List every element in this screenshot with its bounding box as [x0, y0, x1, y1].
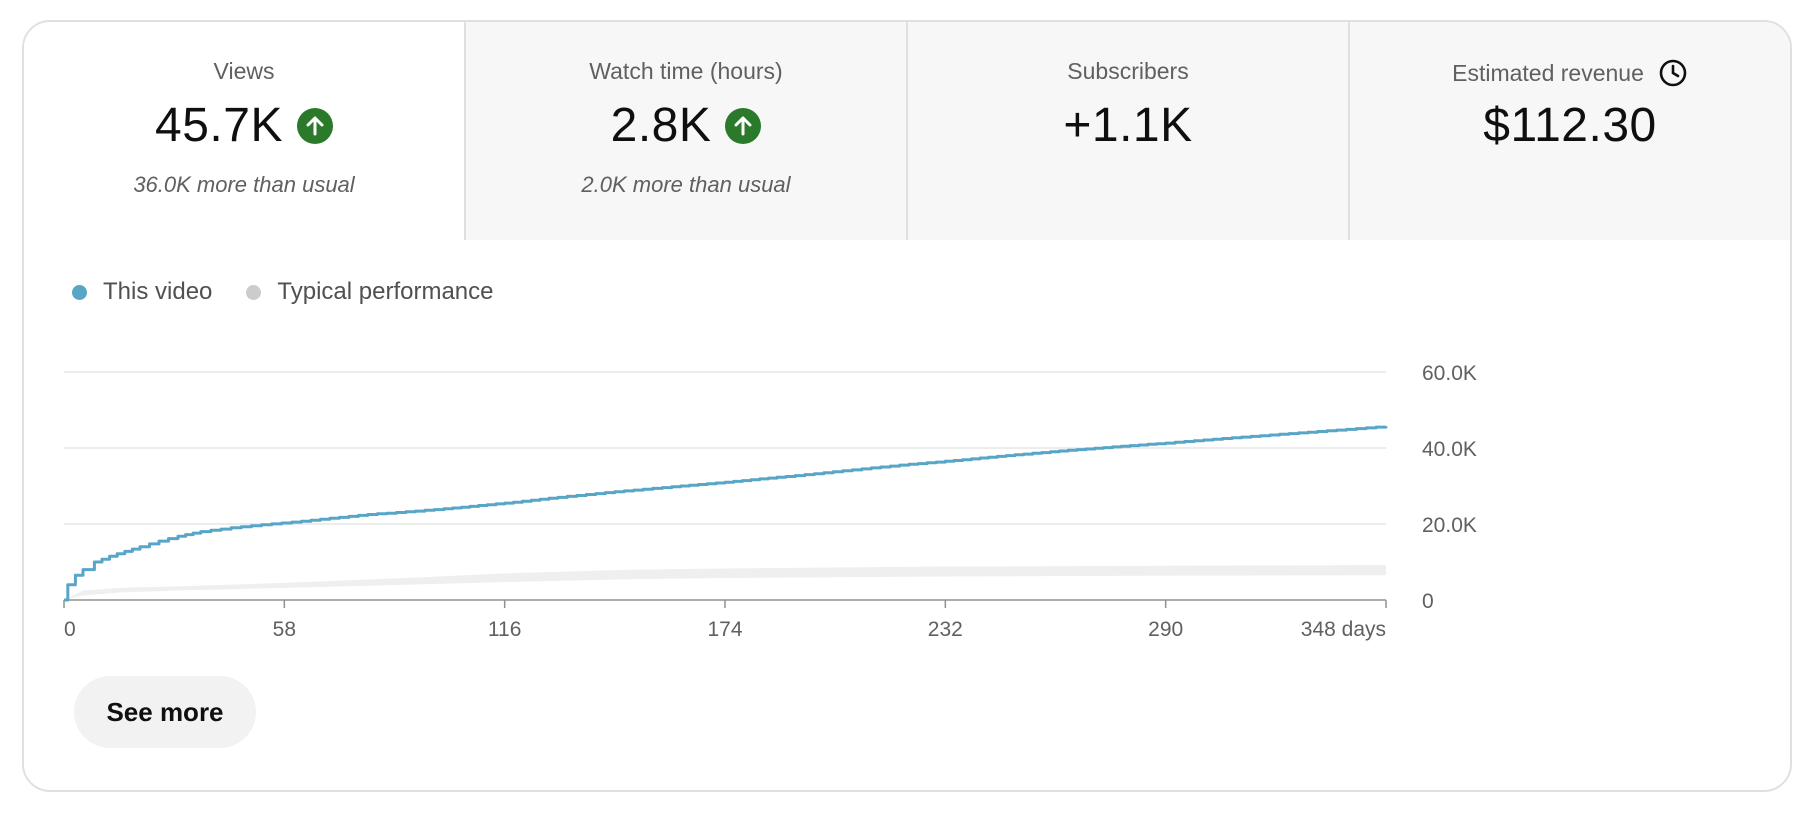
chart-legend: This video Typical performance	[72, 278, 493, 306]
clock-icon[interactable]	[1658, 58, 1688, 88]
series-this-video	[64, 425, 1388, 602]
metric-label: Estimated revenue	[1452, 59, 1644, 86]
metric-value: 2.8K	[610, 99, 712, 152]
x-tick-label: 348 days	[1301, 618, 1386, 641]
metric-label: Subscribers	[1067, 58, 1189, 84]
legend-dot-this-video	[72, 284, 87, 300]
metric-value: $112.30	[1483, 99, 1657, 152]
x-tick-label: 0	[64, 618, 76, 641]
x-tick-label: 232	[928, 618, 963, 641]
metric-revenue[interactable]: Estimated revenue $112.30	[1348, 22, 1790, 240]
legend-this-video: This video	[72, 278, 212, 306]
legend-label: This video	[103, 278, 213, 305]
y-tick-label: 0	[1422, 590, 1434, 613]
arrow-up-icon	[725, 107, 762, 144]
x-tick-label: 116	[488, 618, 521, 641]
legend-label: Typical performance	[277, 278, 494, 305]
x-tick-label: 174	[707, 618, 742, 641]
y-tick-label: 40.0K	[1422, 438, 1477, 461]
analytics-card: Views 45.7K 36.0K more than usual Watch …	[22, 20, 1792, 792]
metrics-row: Views 45.7K 36.0K more than usual Watch …	[24, 22, 1790, 240]
metric-value: +1.1K	[1063, 99, 1193, 152]
metric-comparison: 2.0K more than usual	[581, 172, 791, 197]
x-tick-label: 58	[273, 618, 296, 641]
see-more-button[interactable]: See more	[74, 676, 256, 748]
legend-typical: Typical performance	[246, 278, 493, 306]
metric-views[interactable]: Views 45.7K 36.0K more than usual	[24, 22, 464, 240]
y-tick-label: 20.0K	[1422, 514, 1477, 537]
y-tick-label: 60.0K	[1422, 362, 1477, 385]
metric-comparison: 36.0K more than usual	[133, 172, 355, 197]
views-line-chart[interactable]: 0 20.0K 40.0K 60.0K 0 58 116 174 232 290 348 days	[24, 322, 1790, 652]
arrow-up-icon	[296, 107, 333, 144]
metric-watch-time[interactable]: Watch time (hours) 2.8K 2.0K more than u…	[464, 22, 906, 240]
metric-label: Views	[213, 58, 275, 84]
metric-value: 45.7K	[155, 99, 283, 152]
metric-subscribers[interactable]: Subscribers +1.1K	[906, 22, 1348, 240]
x-tick-label: 290	[1148, 618, 1183, 641]
metric-label: Watch time (hours)	[589, 58, 783, 84]
series-typical-performance	[64, 565, 1386, 600]
legend-dot-typical	[246, 284, 262, 300]
